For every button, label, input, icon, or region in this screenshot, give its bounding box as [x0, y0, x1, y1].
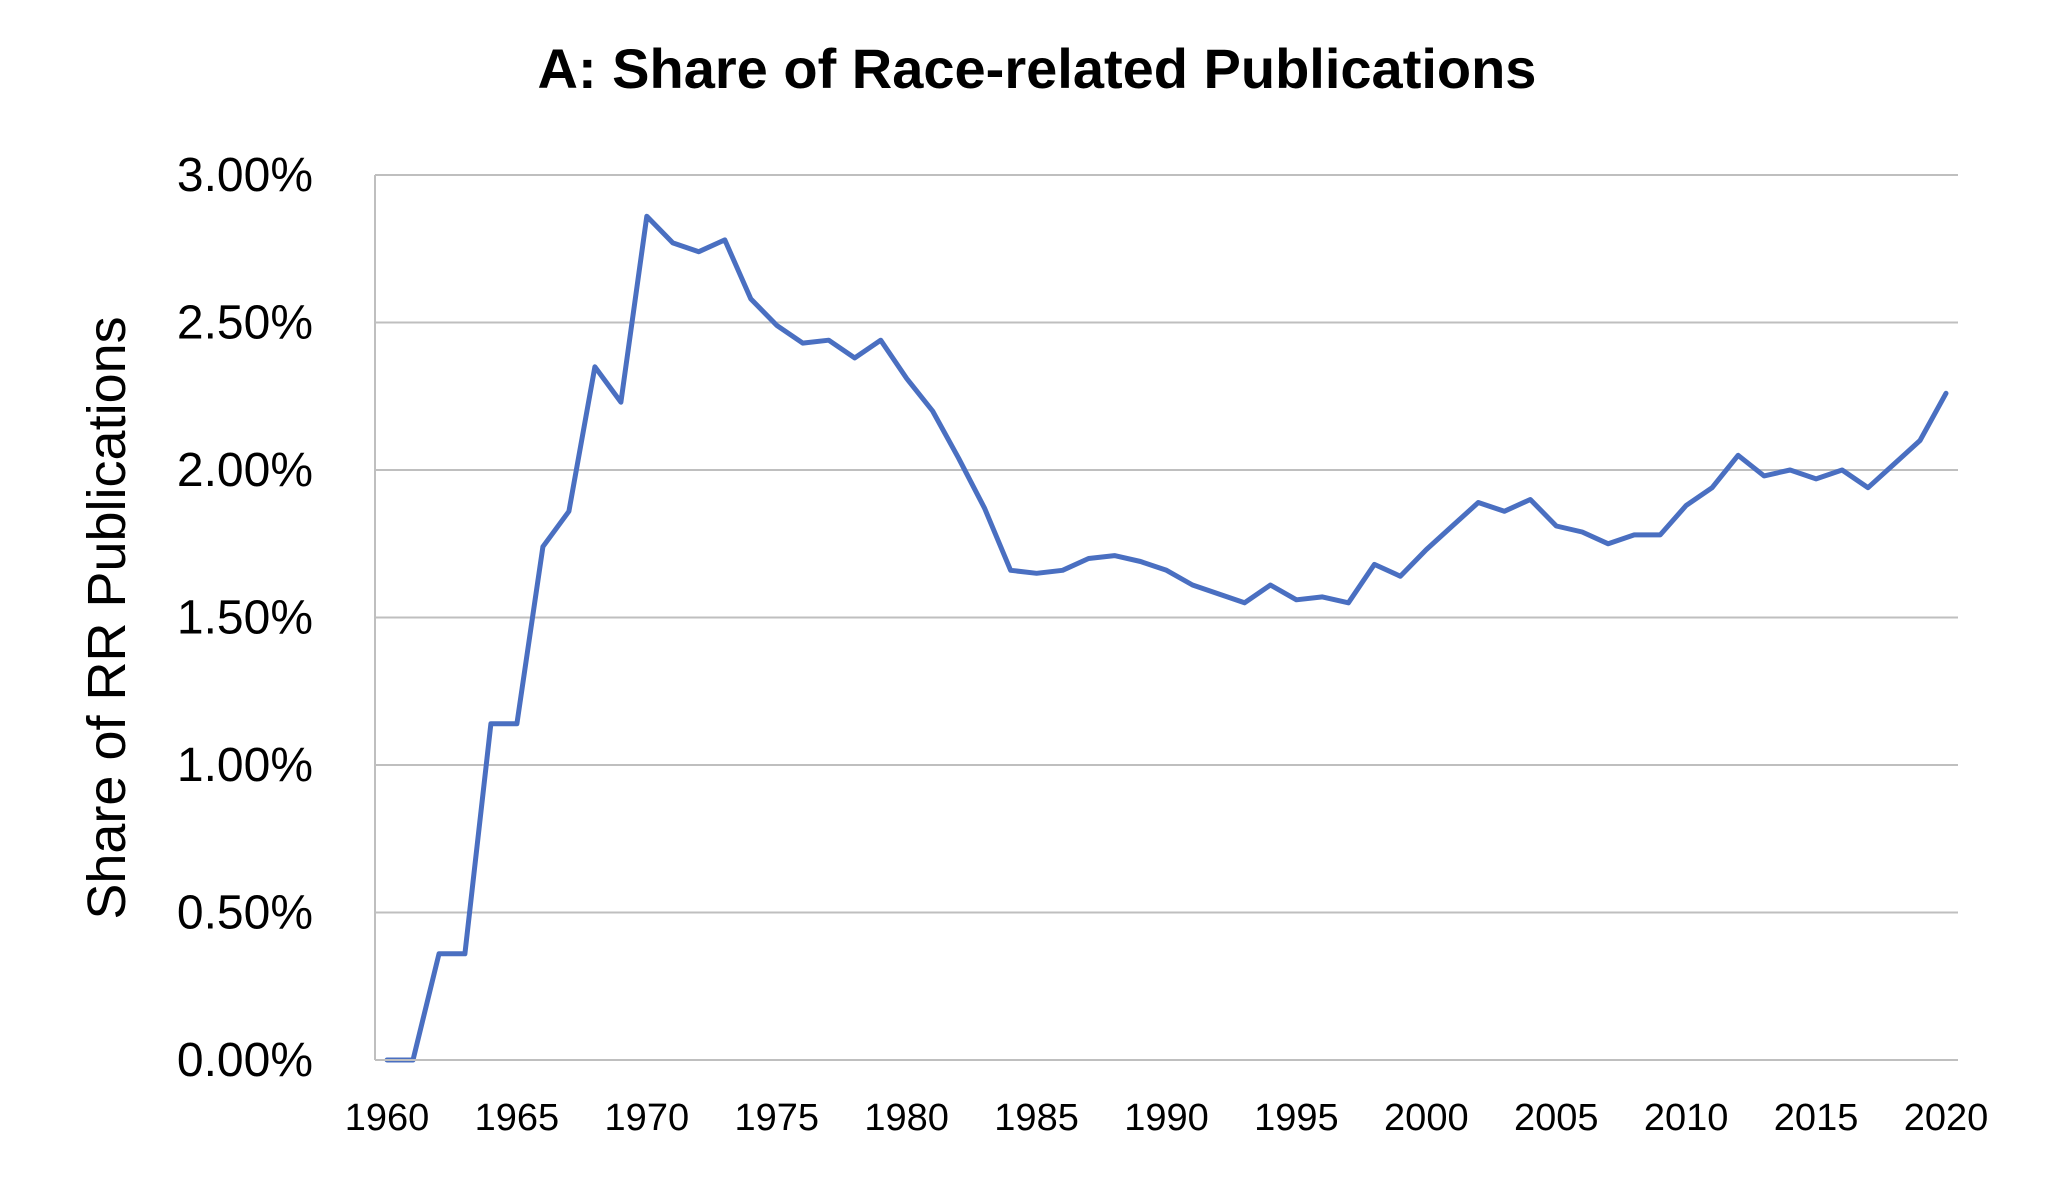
chart-title: A: Share of Race-related Publications	[538, 37, 1537, 100]
x-tick-label: 1975	[734, 1097, 819, 1139]
x-tick-label: 1995	[1254, 1097, 1339, 1139]
y-axis-ticks: 0.00% 0.50% 1.00% 1.50% 2.00% 2.50% 3.00%	[177, 149, 313, 1087]
series-group	[384, 213, 1949, 1063]
x-tick-label: 2020	[1904, 1097, 1989, 1139]
y-tick-label: 1.00%	[177, 739, 313, 792]
x-tick-label: 2000	[1384, 1097, 1469, 1139]
gridlines	[374, 174, 1958, 1060]
y-tick-label: 2.00%	[177, 444, 313, 497]
y-tick-label: 1.50%	[177, 592, 313, 645]
y-tick-label: 2.50%	[177, 297, 313, 350]
x-tick-label: 1970	[605, 1097, 690, 1139]
x-tick-label: 1990	[1124, 1097, 1209, 1139]
y-tick-label: 0.50%	[177, 887, 313, 940]
y-tick-label: 0.00%	[177, 1034, 313, 1087]
x-tick-label: 2005	[1514, 1097, 1599, 1139]
y-axis-label: Share of RR Publications	[77, 316, 137, 919]
x-tick-label: 1960	[345, 1097, 430, 1139]
y-tick-label: 3.00%	[177, 149, 313, 202]
x-tick-label: 1985	[994, 1097, 1079, 1139]
x-tick-label: 1980	[864, 1097, 949, 1139]
x-tick-label: 2015	[1774, 1097, 1859, 1139]
x-axis-ticks: 1960 1965 1970 1975 1980 1985 1990 1995 2000 2005…	[345, 1097, 1989, 1139]
x-tick-label: 1965	[475, 1097, 560, 1139]
x-tick-label: 2010	[1644, 1097, 1729, 1139]
series-line	[384, 213, 1949, 1063]
